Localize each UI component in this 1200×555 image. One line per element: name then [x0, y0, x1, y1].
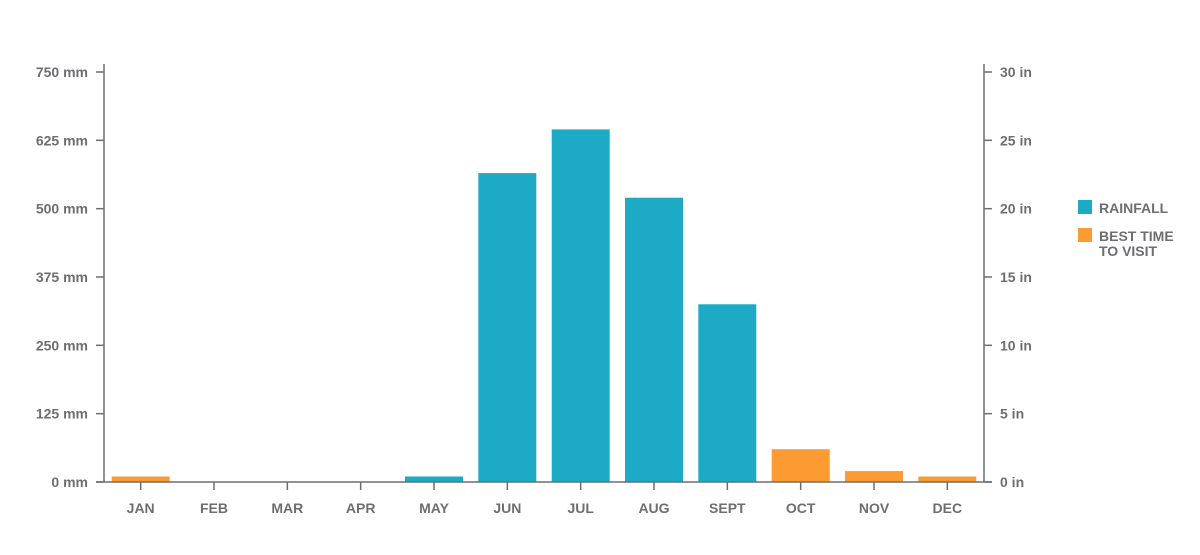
bar-jul: [551, 129, 610, 482]
bar-oct: [771, 449, 830, 482]
y-tick-label-left: 750 mm: [36, 64, 88, 80]
y-tick-label-right: 20 in: [1000, 201, 1032, 217]
y-tick-label-right: 15 in: [1000, 269, 1032, 285]
bar-jun: [478, 173, 537, 482]
y-tick-label-left: 0 mm: [51, 474, 88, 490]
y-tick-label-right: 0 in: [1000, 474, 1024, 490]
y-tick-label-right: 25 in: [1000, 132, 1032, 148]
y-tick-label-left: 125 mm: [36, 406, 88, 422]
x-tick-label: MAR: [271, 500, 303, 516]
legend-label-rainfall: RAINFALL: [1099, 200, 1169, 216]
y-tick-label-right: 30 in: [1000, 64, 1032, 80]
x-tick-label: AUG: [638, 500, 669, 516]
x-tick-label: DEC: [933, 500, 963, 516]
bar-nov: [845, 471, 903, 482]
x-tick-label: FEB: [200, 500, 228, 516]
x-tick-label: JUL: [567, 500, 594, 516]
y-tick-label-left: 500 mm: [36, 201, 88, 217]
legend-swatch-rainfall: [1078, 200, 1092, 214]
bar-jan: [111, 476, 170, 482]
y-tick-label-left: 375 mm: [36, 269, 88, 285]
bar-sept: [698, 304, 757, 482]
y-tick-label-left: 625 mm: [36, 132, 88, 148]
y-tick-label-right: 10 in: [1000, 337, 1032, 353]
x-tick-label: JAN: [127, 500, 155, 516]
x-tick-label: APR: [346, 500, 376, 516]
y-tick-label-right: 5 in: [1000, 406, 1024, 422]
bar-aug: [625, 197, 683, 482]
bar-may: [405, 476, 463, 482]
x-tick-label: NOV: [859, 500, 890, 516]
x-tick-label: JUN: [493, 500, 521, 516]
x-tick-label: MAY: [419, 500, 449, 516]
legend-label-best: BEST TIME TO VISIT: [1099, 228, 1174, 259]
legend-swatch-best: [1078, 228, 1092, 242]
bar-dec: [918, 476, 977, 482]
x-tick-label: OCT: [786, 500, 816, 516]
y-tick-label-left: 250 mm: [36, 337, 88, 353]
x-tick-label: SEPT: [709, 500, 746, 516]
